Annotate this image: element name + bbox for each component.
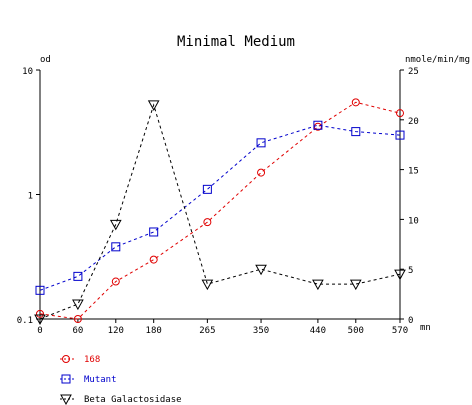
data-point: [201, 279, 214, 291]
data-point: [73, 271, 83, 281]
data-point: [351, 98, 360, 107]
data-point: [256, 138, 266, 148]
legend: 168 Mutant Beta Galactosidase: [60, 355, 182, 405]
data-point: [312, 279, 324, 291]
right-axis-label: nmole/min/mg: [405, 55, 470, 65]
axes-group: 0 60 120 180 265 350 440 500 570 0.1 1 10 0 5 10 15 20 25: [17, 67, 419, 336]
right-y-tick-label: 25: [408, 67, 419, 77]
right-y-tick-label: 15: [408, 167, 419, 177]
series-line: [39, 124, 401, 291]
x-tick-label: 440: [310, 326, 326, 336]
left-axis-label: od: [40, 55, 51, 65]
data-point: [34, 314, 46, 326]
data-point: [257, 168, 266, 177]
series-line: [39, 101, 401, 320]
series-1: [36, 98, 404, 323]
series-layer: [34, 98, 406, 326]
left-y-tick-label: 1: [28, 192, 33, 202]
legend-label: Mutant: [84, 375, 117, 385]
legend-marker: [62, 355, 70, 363]
x-tick-label: 120: [108, 326, 124, 336]
right-y-tick-label: 5: [408, 266, 413, 276]
data-point: [396, 109, 404, 118]
x-axis-unit: mn: [420, 323, 431, 333]
left-y-tick-label: 0.1: [17, 316, 33, 326]
x-tick-label: 180: [146, 326, 162, 336]
left-y-tick-label: 10: [22, 67, 33, 77]
data-point: [349, 279, 362, 291]
data-point: [394, 269, 406, 281]
data-point: [111, 277, 120, 286]
legend-marker: [60, 394, 72, 405]
data-point: [313, 120, 323, 130]
x-tick-label: 570: [392, 326, 408, 336]
legend-label: Beta Galactosidase: [84, 395, 182, 405]
right-y-tick-label: 10: [408, 216, 419, 226]
legend-label: 168: [84, 355, 100, 365]
legend-marker: [61, 374, 71, 384]
data-point: [149, 255, 158, 264]
legend-item: 168: [60, 355, 100, 365]
data-point: [36, 309, 44, 318]
data-point: [72, 299, 84, 311]
x-tick-label: 60: [72, 326, 83, 336]
data-point: [202, 184, 212, 194]
data-point: [203, 218, 212, 227]
x-tick-label: 350: [253, 326, 269, 336]
legend-item: Beta Galactosidase: [60, 394, 182, 405]
x-tick-label: 265: [199, 326, 215, 336]
data-point: [147, 100, 160, 111]
series-3: [34, 100, 406, 326]
data-point: [351, 127, 361, 137]
right-y-tick-label: 20: [408, 117, 419, 127]
data-point: [255, 264, 267, 276]
data-point: [35, 285, 45, 295]
data-point: [109, 219, 122, 231]
data-point: [73, 315, 82, 323]
x-tick-label: 500: [348, 326, 364, 336]
series-2: [35, 120, 405, 295]
data-point: [111, 242, 121, 252]
series-line: [39, 103, 401, 320]
right-y-tick-label: 0: [408, 316, 413, 326]
data-point: [395, 130, 405, 140]
legend-item: Mutant: [60, 374, 117, 385]
chart-title: Minimal Medium: [177, 34, 295, 50]
x-tick-label: 0: [37, 326, 42, 336]
data-point: [149, 227, 159, 237]
